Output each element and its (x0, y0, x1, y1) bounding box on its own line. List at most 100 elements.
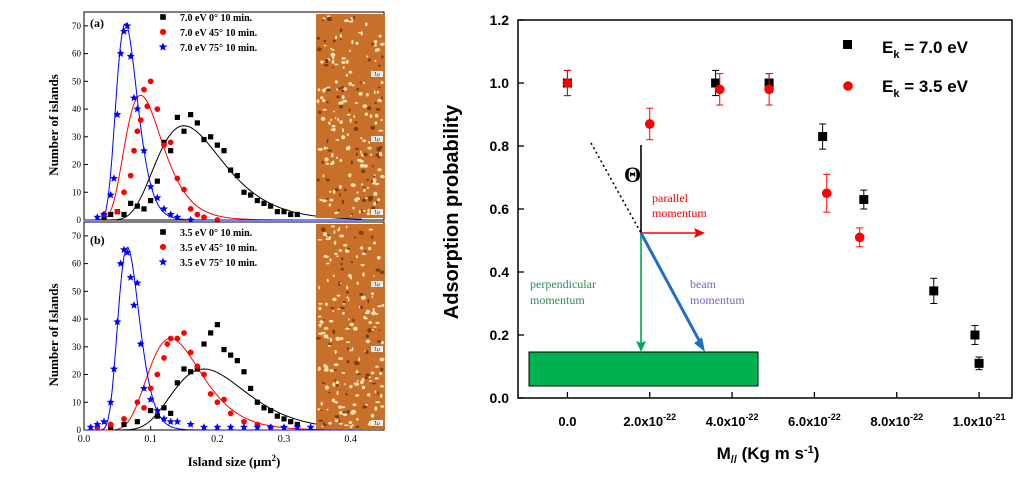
afm-island (352, 206, 355, 210)
afm-island (381, 304, 385, 307)
afm-island (317, 147, 323, 151)
afm-island (322, 422, 326, 425)
data-point (253, 423, 262, 431)
y-tick-label: 0.0 (490, 390, 510, 406)
afm-island (326, 278, 329, 283)
data-point (261, 405, 267, 411)
data-point (201, 214, 207, 221)
afm-island (340, 262, 343, 266)
afm-island (373, 241, 377, 245)
scale-bar-label: 1μ (374, 282, 380, 288)
afm-island (327, 149, 333, 152)
afm-island (331, 124, 336, 128)
afm-island (326, 100, 329, 104)
afm-island (368, 380, 373, 382)
afm-island (350, 213, 354, 216)
afm-island (356, 197, 361, 201)
y-tick-label: 50 (72, 286, 82, 296)
afm-island (330, 128, 335, 131)
afm-island (375, 50, 378, 53)
afm-island (330, 118, 333, 122)
afm-island (342, 66, 345, 69)
afm-island (358, 357, 361, 362)
panel-b-ylabel: Number of Islands (46, 283, 61, 386)
afm-island (331, 398, 336, 403)
afm-island (335, 156, 339, 159)
data-point (141, 206, 147, 212)
data-point (147, 78, 154, 85)
afm-island (350, 410, 355, 415)
data-point (306, 423, 315, 431)
afm-island (371, 292, 374, 296)
data-point (133, 278, 142, 287)
data-point (100, 210, 108, 218)
y-tick-label: 30 (72, 132, 82, 142)
afm-island (323, 327, 329, 330)
y-tick-label: 0.4 (490, 264, 510, 280)
afm-island (341, 57, 346, 60)
afm-island (326, 139, 329, 144)
afm-island (338, 357, 344, 360)
afm-island (367, 393, 370, 397)
afm-island (317, 315, 322, 318)
data-point (288, 419, 294, 425)
data-point (764, 84, 774, 95)
afm-island (323, 367, 329, 372)
afm-island (352, 423, 354, 427)
afm-island (329, 258, 332, 262)
afm-island (342, 302, 346, 305)
afm-island (363, 316, 367, 319)
afm-island (349, 118, 352, 123)
afm-island (324, 58, 329, 64)
data-point (859, 195, 869, 205)
data-point (221, 396, 227, 403)
panel-a-legend: 7.0 eV 0° 10 min. 7.0 eV 45° 10 min. 7.0 e… (158, 13, 258, 54)
panel-a-ylabel: Number of islands (46, 74, 61, 176)
legend-label: 3.5 eV 0° 10 min. (180, 228, 253, 239)
afm-island (364, 112, 368, 116)
data-point (200, 423, 208, 431)
data-point (131, 147, 137, 154)
data-point (188, 112, 194, 118)
data-point (181, 128, 187, 134)
afm-island (373, 201, 377, 206)
data-point (221, 148, 227, 154)
afm-island (342, 411, 347, 414)
afm-island (374, 182, 380, 186)
right-xlabel: M// (Kg m s-1) (717, 444, 820, 466)
afm-island (325, 162, 329, 165)
afm-island (323, 254, 328, 258)
afm-island (378, 152, 383, 157)
afm-island (359, 246, 364, 250)
afm-island (356, 87, 360, 91)
afm-island (370, 126, 375, 130)
x-tick-label: 4.0x10-22 (706, 412, 759, 429)
afm-island (381, 55, 384, 59)
scale-bar-label: 1μ (374, 421, 380, 427)
afm-island (346, 113, 351, 116)
afm-island (349, 322, 354, 327)
afm-island (323, 146, 326, 151)
afm-island (379, 357, 385, 362)
afm-island (348, 421, 353, 424)
afm-island (373, 191, 378, 196)
afm-island (365, 376, 368, 380)
afm-island (381, 96, 383, 100)
data-point (227, 410, 234, 417)
legend-label: 3.5 eV 45° 10 min. (180, 243, 258, 254)
afm-island (355, 394, 360, 397)
afm-island (359, 81, 362, 84)
afm-island (363, 152, 368, 157)
afm-island (359, 292, 364, 296)
afm-island (380, 340, 384, 345)
afm-island (316, 99, 320, 104)
y-tick-label: 0 (77, 215, 82, 225)
data-point (166, 210, 175, 218)
afm-island (338, 422, 344, 425)
afm-island (319, 324, 322, 328)
data-point (123, 21, 132, 30)
data-point (241, 418, 247, 425)
afm-island (362, 198, 367, 203)
afm-island (350, 160, 353, 165)
